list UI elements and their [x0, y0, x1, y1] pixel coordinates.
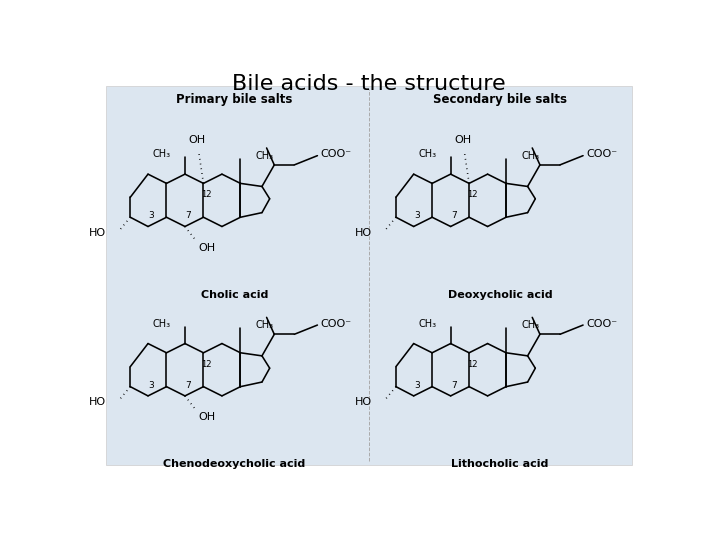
Text: Bile acids - the structure: Bile acids - the structure	[232, 74, 506, 94]
Text: Deoxycholic acid: Deoxycholic acid	[448, 289, 552, 300]
Text: 7: 7	[451, 381, 456, 390]
Text: 12: 12	[467, 360, 477, 369]
Text: COO⁻: COO⁻	[586, 149, 617, 159]
Text: 3: 3	[414, 381, 420, 390]
Text: HO: HO	[89, 228, 107, 238]
Text: HO: HO	[89, 397, 107, 407]
Text: CH₃: CH₃	[256, 320, 274, 330]
Text: 3: 3	[414, 211, 420, 220]
Text: Secondary bile salts: Secondary bile salts	[433, 93, 567, 106]
Text: OH: OH	[199, 243, 216, 253]
Text: Chenodeoxycholic acid: Chenodeoxycholic acid	[163, 459, 305, 469]
Text: 7: 7	[185, 211, 191, 220]
Text: COO⁻: COO⁻	[586, 319, 617, 328]
Text: COO⁻: COO⁻	[320, 319, 351, 328]
FancyBboxPatch shape	[106, 86, 632, 465]
Text: Primary bile salts: Primary bile salts	[176, 93, 292, 106]
Text: 7: 7	[451, 211, 456, 220]
Text: CH₃: CH₃	[256, 151, 274, 161]
Text: COO⁻: COO⁻	[320, 149, 351, 159]
Text: OH: OH	[189, 135, 206, 145]
Text: 12: 12	[202, 360, 212, 369]
Text: HO: HO	[355, 228, 372, 238]
Text: 12: 12	[202, 190, 212, 199]
Text: 12: 12	[467, 190, 477, 199]
Text: HO: HO	[355, 397, 372, 407]
Text: 3: 3	[148, 381, 154, 390]
Text: CH₃: CH₃	[418, 149, 437, 159]
Text: OH: OH	[454, 135, 472, 145]
Text: CH₃: CH₃	[153, 319, 171, 328]
Text: CH₃: CH₃	[521, 151, 539, 161]
Text: CH₃: CH₃	[153, 149, 171, 159]
Text: OH: OH	[199, 413, 216, 422]
Text: CH₃: CH₃	[521, 320, 539, 330]
Text: 7: 7	[185, 381, 191, 390]
Text: Lithocholic acid: Lithocholic acid	[451, 459, 549, 469]
Text: CH₃: CH₃	[418, 319, 437, 328]
Text: 3: 3	[148, 211, 154, 220]
Text: Cholic acid: Cholic acid	[201, 289, 268, 300]
